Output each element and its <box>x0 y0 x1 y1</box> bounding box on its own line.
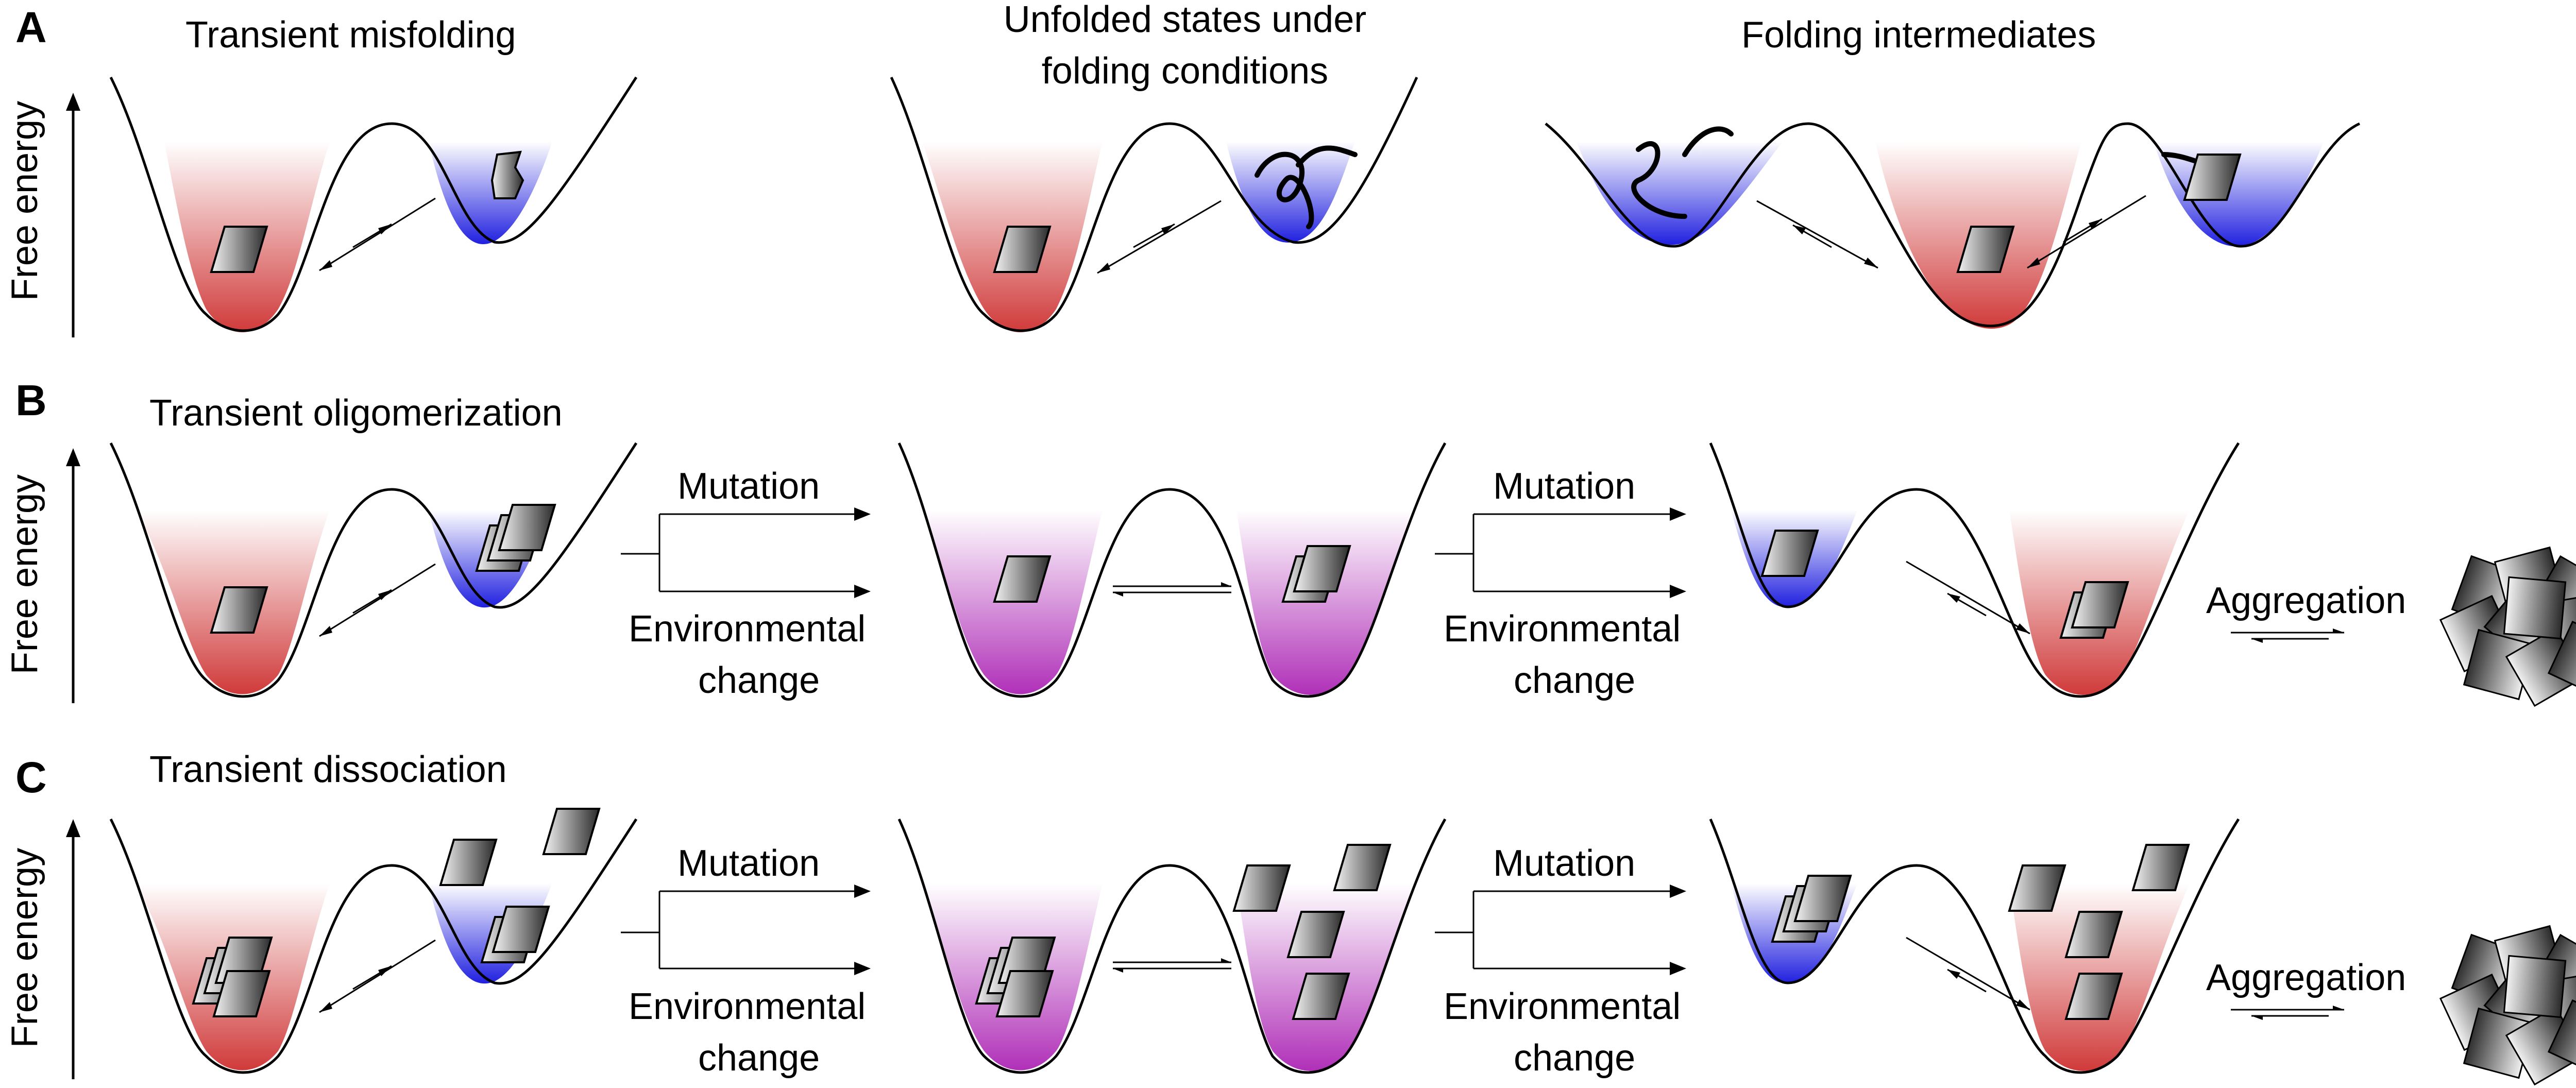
native-protein-block <box>993 226 1052 273</box>
aggregates <box>2439 546 2576 1086</box>
native-protein-block <box>210 226 268 273</box>
native-protein-block <box>1956 226 2015 273</box>
aggregate-piece <box>2503 576 2567 640</box>
label-environmental-c2: Environmental <box>1444 986 1681 1027</box>
arrow-pair-b1 <box>319 563 436 637</box>
title-folding-intermediates: Folding intermediates <box>1741 14 2096 56</box>
aggregate-piece <box>2547 999 2576 1077</box>
axis-label-free-energy-c: Free energy <box>4 848 45 1048</box>
partially-folded-block <box>2183 154 2242 201</box>
dissociated-block <box>1292 973 1350 1020</box>
aggregate-cluster-c <box>2439 925 2576 1086</box>
dissociated-block <box>1232 864 1291 912</box>
aggregate-piece <box>2547 620 2576 699</box>
dissociated-block <box>2064 973 2123 1020</box>
label-aggregation-c: Aggregation <box>2206 957 2406 998</box>
panel-label-c: C <box>15 753 47 802</box>
aggregation-arrows-b <box>2231 628 2344 643</box>
oligomer-block <box>1293 545 1351 592</box>
label-mutation-c2: Mutation <box>1493 843 1635 884</box>
axis-label-free-energy-a: Free energy <box>4 101 45 301</box>
protein-blocks <box>192 150 2242 1020</box>
oligomer-block <box>492 906 550 953</box>
arrow-pair-c3 <box>1906 937 2030 1011</box>
oligomer-block <box>2071 581 2129 628</box>
title-unfolded-states-line2: folding conditions <box>1042 50 1328 92</box>
monomer-block <box>210 586 268 634</box>
monomer-block <box>993 555 1052 603</box>
energy-landscape-a1 <box>109 76 638 332</box>
panel-label-b: B <box>15 376 47 424</box>
misfolded-protein-shape <box>490 150 524 199</box>
dissociated-block <box>1333 844 1392 891</box>
y-axis-c <box>66 819 80 1079</box>
title-unfolded-states-line1: Unfolded states under <box>1004 0 1366 40</box>
equilibrium-arrows-c2 <box>1113 958 1231 973</box>
title-transient-oligomerization: Transient oligomerization <box>149 393 563 434</box>
dissociated-block <box>542 808 601 855</box>
oligomer-block <box>1793 875 1852 922</box>
equilibrium-arrows-b2 <box>1113 582 1231 597</box>
arrow-pair-c1 <box>319 939 436 1013</box>
dissociated-block <box>2064 911 2123 958</box>
label-change-b1: change <box>698 660 820 701</box>
label-environmental-b1: Environmental <box>629 608 866 650</box>
label-change-c2: change <box>1514 1038 1635 1079</box>
title-transient-dissociation: Transient dissociation <box>149 749 507 790</box>
label-environmental-b2: Environmental <box>1444 608 1681 650</box>
label-mutation-b2: Mutation <box>1493 466 1635 507</box>
oligomer-block <box>212 970 271 1017</box>
label-mutation-c1: Mutation <box>677 843 820 884</box>
arrow-pair-a3-right <box>2027 195 2146 269</box>
oligomer-block <box>498 504 556 551</box>
y-axis-a <box>66 93 80 337</box>
arrow-pair-a2 <box>1097 200 1222 274</box>
aggregate-piece <box>2503 955 2567 1018</box>
label-environmental-c1: Environmental <box>629 986 866 1027</box>
energy-landscape-c1 <box>109 818 638 1074</box>
arrow-pair-a3-left <box>1756 200 1878 269</box>
axis-label-free-energy-b: Free energy <box>4 474 45 674</box>
label-mutation-b1: Mutation <box>677 466 820 507</box>
arrow-pair-a1 <box>319 197 436 271</box>
energy-landscape-a2 <box>890 76 1418 332</box>
label-change-c1: change <box>698 1038 820 1079</box>
arrow-pair-b3 <box>1906 560 2030 635</box>
oligomer-block <box>995 970 1054 1017</box>
dissociated-block <box>2008 864 2066 912</box>
label-change-b2: change <box>1514 660 1635 701</box>
label-aggregation-b: Aggregation <box>2206 580 2406 621</box>
y-axis-b <box>66 448 80 703</box>
aggregation-arrows-c <box>2231 1006 2344 1020</box>
branch-arrows-c2 <box>1435 885 1686 975</box>
branch-arrows-b2 <box>1435 507 1686 598</box>
dissociated-block <box>1286 911 1345 958</box>
branch-arrows-c1 <box>621 885 871 975</box>
branch-arrows-b1 <box>621 507 871 598</box>
panel-label-a: A <box>15 3 47 52</box>
energy-landscape-b1 <box>109 442 638 698</box>
title-transient-misfolding: Transient misfolding <box>185 14 516 56</box>
monomer-block <box>1760 530 1819 577</box>
unfolded-chain-a3-left <box>1631 126 1734 219</box>
dissociated-block <box>439 839 498 886</box>
energy-landscape-b2 <box>897 442 1447 698</box>
unfolded-chain-a2 <box>1255 145 1358 229</box>
dissociated-block <box>2131 844 2190 891</box>
aggregate-cluster-b <box>2439 546 2576 707</box>
